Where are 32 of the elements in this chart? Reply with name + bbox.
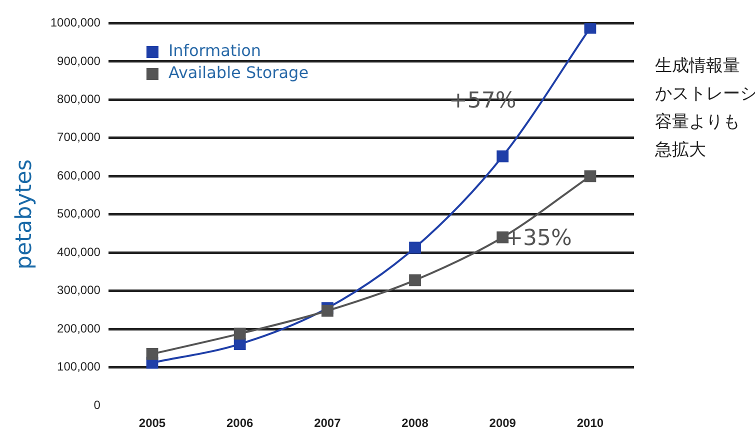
x-tick-label: 2005	[138, 416, 166, 430]
y-tick-label: 200,000	[57, 321, 101, 336]
text: 生成情報量かストレーシ容量よりも急拡大	[655, 55, 755, 162]
y-tick-label: 900,000	[57, 54, 101, 68]
y-tick-label: 300,000	[57, 283, 101, 298]
point	[496, 150, 509, 162]
y-tick-label: 800,000	[57, 92, 101, 106]
x-tick-label: 2010	[576, 416, 604, 430]
point	[409, 274, 421, 286]
y-axis-title: petabytes	[12, 159, 37, 270]
point	[234, 338, 246, 350]
x-tick-label: 2008	[402, 416, 429, 430]
point	[409, 242, 421, 254]
point	[496, 231, 509, 244]
point	[584, 170, 596, 182]
y-tick-label: 700,000	[57, 130, 101, 144]
legend-label: Information	[168, 41, 262, 60]
annotation: +35%	[504, 226, 572, 251]
y-tick-label: 100,000	[57, 360, 101, 374]
legend-label: Available Storage	[168, 63, 309, 82]
point	[584, 23, 596, 34]
y-tick-label: 600,000	[57, 168, 101, 182]
y-tick-label: 1000,000	[50, 16, 101, 30]
x-tick-label: 2006	[226, 416, 254, 430]
y-tick-label: 0	[94, 398, 101, 412]
point	[146, 348, 158, 360]
y-tick-label: 500,000	[57, 206, 101, 221]
point	[234, 328, 246, 340]
point	[321, 304, 334, 317]
x-tick-label: 2007	[314, 416, 342, 430]
x-tick-label: 2009	[489, 416, 516, 430]
y-tick-label: 400,000	[57, 244, 101, 259]
